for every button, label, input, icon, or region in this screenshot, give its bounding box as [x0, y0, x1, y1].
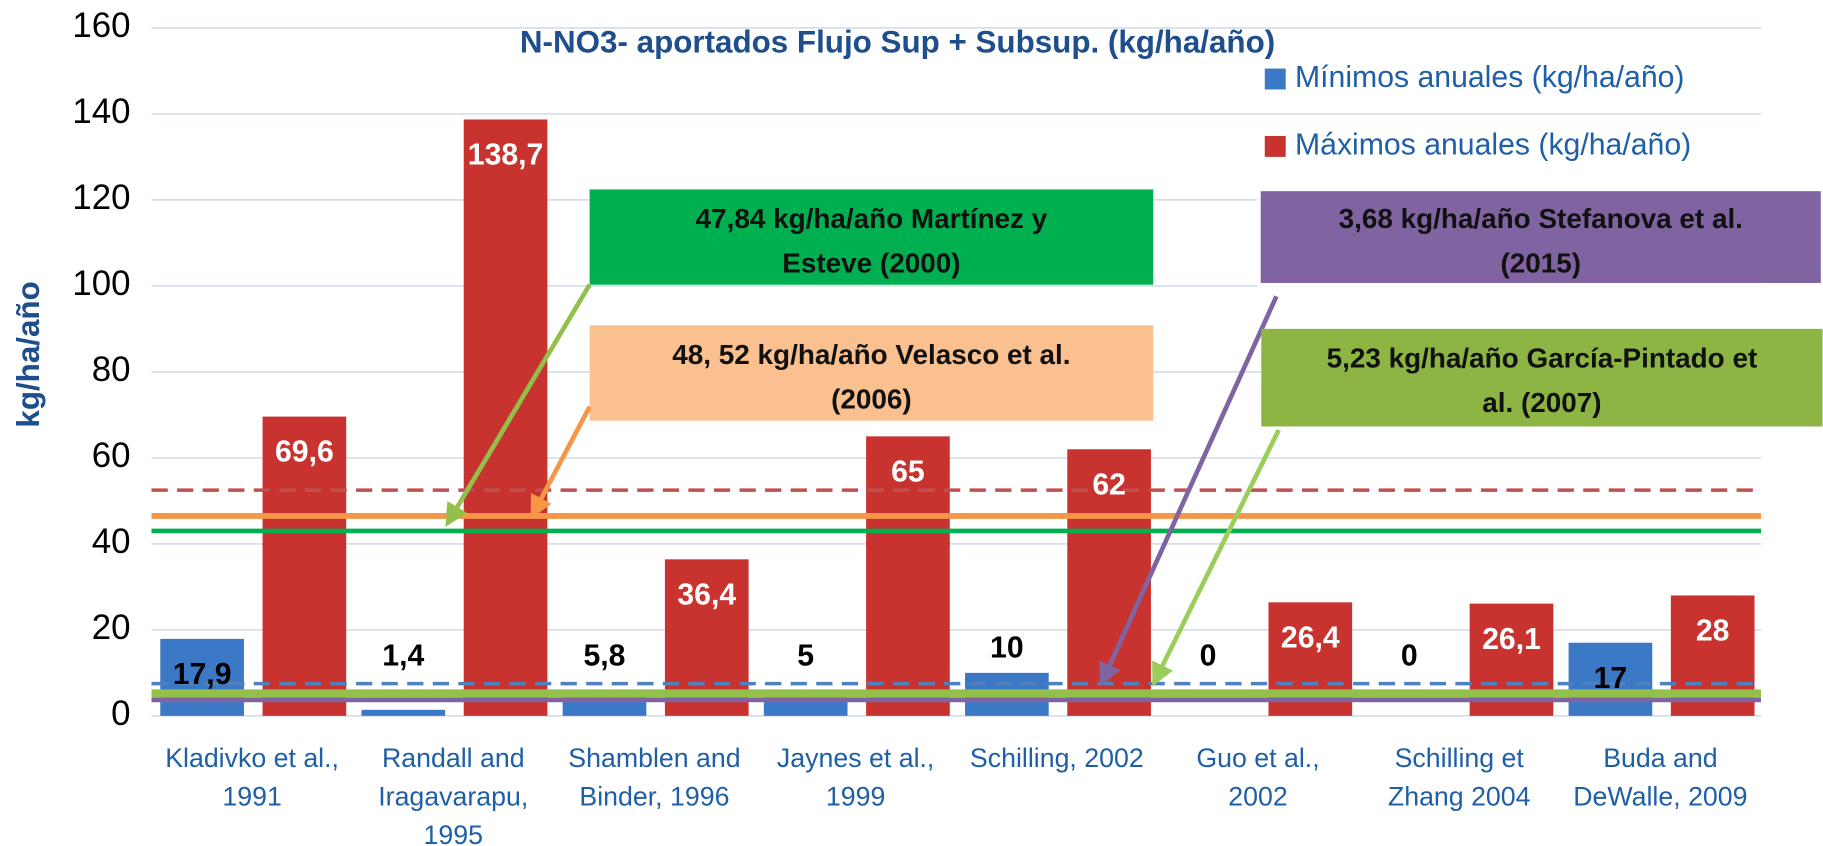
data-label: 17,9 — [173, 658, 232, 691]
x-tick-label: 1991 — [222, 781, 281, 811]
legend-label: Máximos anuales (kg/ha/año) — [1295, 128, 1691, 161]
data-label: 138,7 — [468, 139, 544, 172]
data-label: 0 — [1200, 640, 1217, 673]
data-label: 36,4 — [677, 579, 736, 612]
legend-swatch — [1264, 135, 1286, 157]
annotation-text: 48, 52 kg/ha/año Velasco et al. — [672, 339, 1070, 370]
y-tick-label: 160 — [72, 6, 130, 45]
y-tick-label: 0 — [111, 694, 130, 733]
y-tick-label: 140 — [72, 92, 130, 131]
data-label: 26,4 — [1281, 622, 1340, 655]
annotation-box — [589, 189, 1154, 285]
x-tick-label: 2002 — [1228, 781, 1287, 811]
x-tick-label: Kladivko et al., — [165, 743, 339, 773]
bar — [1568, 642, 1653, 716]
x-tick-label: Binder, 1996 — [579, 781, 729, 811]
y-tick-label: 100 — [72, 264, 130, 303]
x-tick-label: Zhang 2004 — [1388, 781, 1531, 811]
bar — [160, 638, 244, 716]
data-label: 26,1 — [1482, 623, 1541, 656]
annotation-arrow — [445, 283, 592, 527]
x-tick-label: Schilling, 2002 — [970, 743, 1144, 773]
bar — [866, 436, 950, 716]
x-tick-label: Guo et al., — [1196, 743, 1319, 773]
annotation-text: al. (2007) — [1482, 387, 1601, 418]
bar — [262, 416, 347, 716]
y-tick-label: 20 — [92, 608, 131, 647]
chart-title: N-NO3- aportados Flujo Sup + Subsup. (kg… — [520, 24, 1275, 59]
annotation-box — [1257, 187, 1823, 287]
y-tick-label: 80 — [92, 350, 131, 389]
data-label: 1,4 — [382, 640, 424, 673]
x-tick-label: Iragavarapu, — [378, 781, 528, 811]
data-label: 10 — [990, 632, 1024, 665]
data-label: 0 — [1401, 640, 1418, 673]
data-label: 28 — [1696, 615, 1730, 648]
x-tick-label: 1995 — [424, 820, 483, 846]
y-axis-label: kg/ha/año — [11, 281, 46, 427]
bar — [361, 709, 446, 716]
data-label: 65 — [891, 456, 925, 489]
data-label: 5 — [797, 640, 814, 673]
y-tick-label: 40 — [92, 522, 131, 561]
x-tick-label: Schilling et — [1395, 743, 1525, 773]
annotation-text: Esteve (2000) — [782, 247, 960, 278]
bar — [463, 119, 548, 716]
legend-label: Mínimos anuales (kg/ha/año) — [1295, 61, 1685, 94]
annotation-box — [1261, 328, 1823, 427]
annotation-text: (2015) — [1500, 247, 1581, 278]
data-label: 62 — [1092, 468, 1126, 501]
x-tick-label: DeWalle, 2009 — [1573, 781, 1747, 811]
data-label: 5,8 — [583, 640, 625, 673]
annotation-text: 5,23 kg/ha/año García-Pintado et — [1327, 343, 1758, 374]
annotation-text: (2006) — [831, 383, 912, 414]
y-tick-label: 120 — [72, 178, 130, 217]
x-tick-label: Jaynes et al., — [777, 743, 934, 773]
annotation-box — [589, 325, 1154, 421]
y-tick-label: 60 — [92, 436, 131, 475]
annotation-text: 47,84 kg/ha/año Martínez y — [696, 203, 1048, 234]
annotation-arrow — [530, 405, 592, 519]
annotation-text: 3,68 kg/ha/año Stefanova et al. — [1339, 203, 1743, 234]
x-tick-label: 1999 — [826, 781, 885, 811]
legend-swatch — [1264, 68, 1286, 90]
data-label: 17 — [1594, 662, 1628, 695]
annotation-arrow — [1099, 295, 1279, 687]
x-tick-label: Buda and — [1603, 743, 1717, 773]
data-label: 69,6 — [275, 436, 334, 469]
x-tick-label: Shamblen and — [568, 743, 740, 773]
bar — [763, 694, 848, 716]
x-tick-label: Randall and — [382, 743, 525, 773]
annotation-arrow — [1152, 428, 1281, 687]
